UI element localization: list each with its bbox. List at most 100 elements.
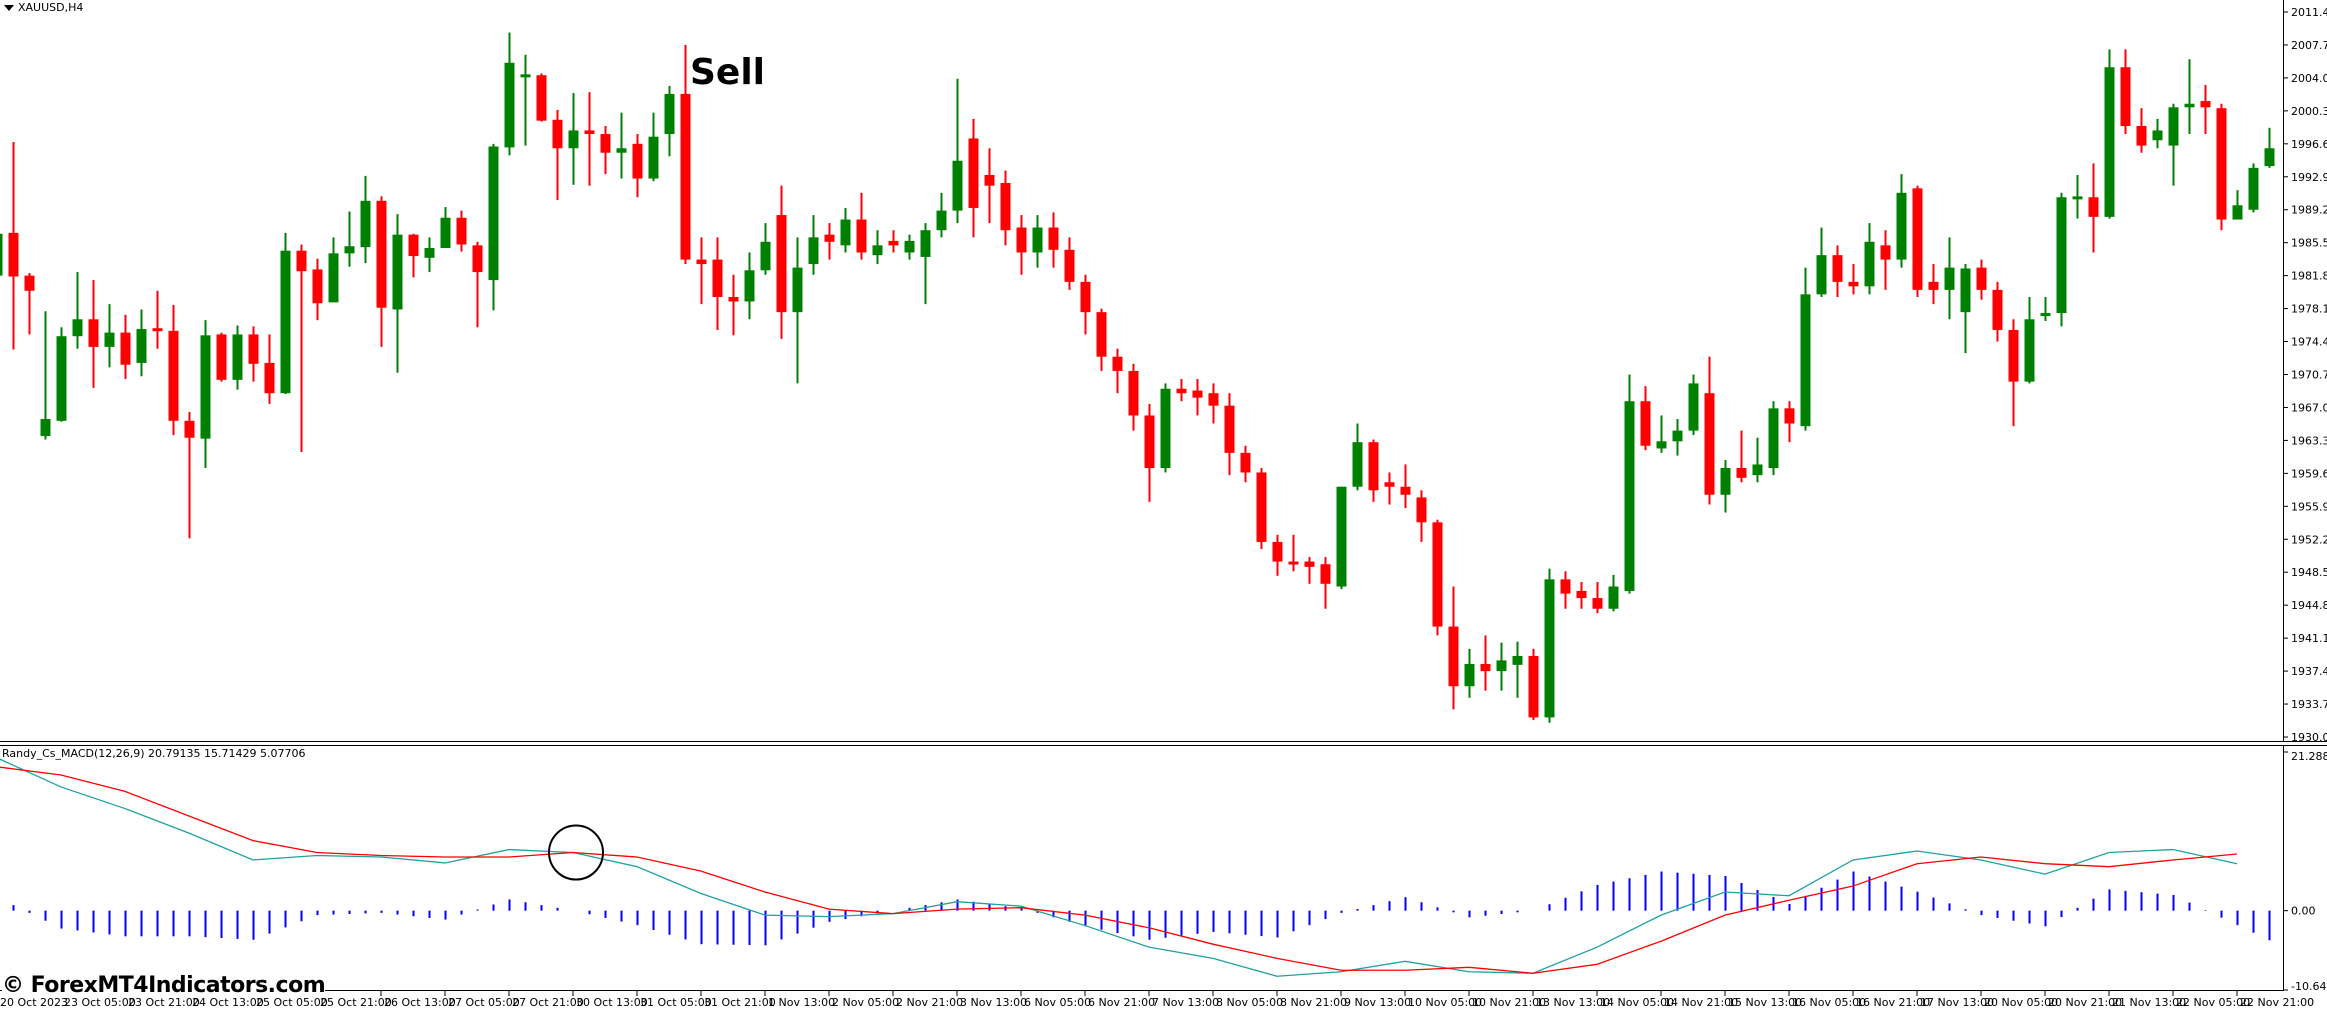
candle-body: [1160, 388, 1171, 469]
candle: [856, 192, 867, 260]
time-tick-label: 14 Nov 05:00: [1600, 996, 1674, 1009]
candle: [24, 272, 35, 335]
candle: [424, 237, 435, 273]
candle-body: [1816, 255, 1827, 295]
candle-body: [1128, 370, 1139, 416]
candle-body: [2072, 196, 2083, 200]
candle: [1848, 264, 1859, 295]
candle: [328, 237, 339, 303]
candle: [504, 32, 515, 156]
candle-body: [1448, 626, 1459, 687]
candle-body: [168, 330, 179, 421]
candle: [40, 311, 51, 440]
candle-body: [920, 230, 931, 257]
candle: [456, 210, 467, 252]
chart-symbol-label[interactable]: XAUUSD,H4: [4, 1, 83, 14]
candle-body: [1208, 393, 1219, 406]
candle-body: [1112, 356, 1123, 371]
candle-body: [424, 248, 435, 258]
time-tick-label: 23 Oct 05:00: [64, 996, 136, 1009]
time-tick-label: 2 Nov 05:00: [832, 996, 899, 1009]
candle: [360, 175, 371, 264]
candle-body: [1560, 579, 1571, 594]
candle: [1880, 230, 1891, 290]
candle: [1992, 281, 2003, 342]
time-tick-label: 6 Nov 21:00: [1088, 996, 1155, 1009]
candle: [1960, 264, 1971, 354]
candle-body: [1384, 482, 1395, 487]
candle-body: [1304, 561, 1315, 567]
candle-body: [2008, 329, 2019, 382]
candle: [1768, 401, 1779, 476]
candle-body: [328, 253, 339, 303]
candle-body: [1992, 289, 2003, 330]
candle: [792, 237, 803, 384]
candle-body: [1800, 294, 1811, 427]
candle-body: [1528, 655, 1539, 718]
candle: [1080, 274, 1091, 335]
time-tick-label: 7 Nov 13:00: [1152, 996, 1219, 1009]
candle: [1576, 582, 1587, 609]
candle: [680, 44, 691, 265]
candle: [760, 223, 771, 275]
candle: [1000, 170, 1011, 246]
candle: [696, 237, 707, 305]
time-tick-label: 10 Nov 21:00: [1472, 996, 1546, 1009]
candle: [264, 334, 275, 404]
candle: [1624, 374, 1635, 594]
candle: [776, 185, 787, 339]
candle: [1048, 212, 1059, 268]
price-axis: 2011.40 2007.70 2004.00 2000.30 1996.60 1992.…: [2283, 6, 2327, 744]
candle-body: [1784, 408, 1795, 424]
candle: [2248, 163, 2259, 213]
candle-body: [1656, 441, 1667, 449]
candle-body: [1592, 598, 1603, 609]
time-tick-label: 22 Nov 05:00: [2176, 996, 2250, 1009]
candle: [1160, 383, 1171, 473]
candle: [1464, 648, 1475, 698]
dropdown-triangle-icon[interactable]: [4, 5, 14, 11]
candle-body: [104, 332, 115, 347]
price-tick-label: 1930.00: [2291, 731, 2327, 744]
time-tick-label: 31 Oct 21:00: [704, 996, 776, 1009]
candle: [1208, 383, 1219, 424]
candle-body: [1704, 393, 1715, 495]
candle: [2088, 163, 2099, 253]
candle-body: [440, 217, 451, 249]
candle: [1272, 534, 1283, 576]
time-tick-label: 15 Nov 13:00: [1728, 996, 1802, 1009]
price-tick-label: 1955.90: [2291, 500, 2327, 513]
candle-body: [760, 241, 771, 271]
candle-body: [1976, 267, 1987, 290]
candle-body: [1912, 188, 1923, 290]
candle-body: [1480, 663, 1491, 672]
candle-body: [1640, 401, 1651, 446]
candle-body: [1464, 663, 1475, 687]
candle-body: [1064, 249, 1075, 282]
time-tick-label: 13 Nov 13:00: [1536, 996, 1610, 1009]
candle: [408, 233, 419, 278]
macd-indicator-label[interactable]: Randy_Cs_MACD(12,26,9) 20.79135 15.71429…: [2, 747, 306, 760]
candle: [1720, 460, 1731, 513]
price-tick-label: 1981.80: [2291, 270, 2327, 283]
candle-body: [2136, 126, 2147, 146]
candle-body: [1400, 486, 1411, 495]
candle: [1320, 557, 1331, 609]
candle-body: [2248, 167, 2259, 210]
candle: [1592, 582, 1603, 614]
candle-body: [536, 75, 547, 121]
candle-body: [1000, 183, 1011, 231]
time-tick-label: 27 Oct 21:00: [512, 996, 584, 1009]
price-tick-label: 2007.70: [2291, 39, 2327, 52]
candle-body: [568, 130, 579, 149]
candle: [376, 196, 387, 347]
candle: [1016, 215, 1027, 275]
candle-body: [776, 215, 787, 313]
candle: [648, 112, 659, 182]
candle-body: [680, 93, 691, 260]
candle: [552, 109, 563, 200]
candle: [968, 118, 979, 238]
candle-body: [1688, 383, 1699, 431]
